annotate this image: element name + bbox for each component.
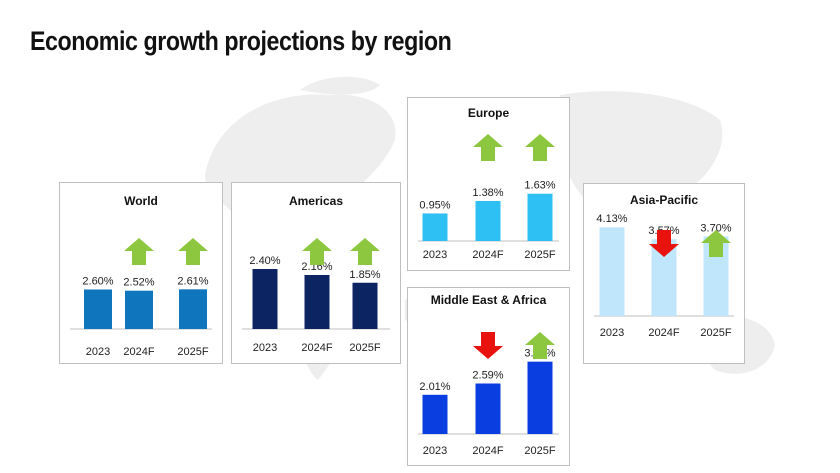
chart-europe: Europe 0.95% 2023 1.38% 2024F 1.63% 2025F: [418, 106, 559, 261]
bar-2024F: [304, 275, 330, 329]
tick-label-2025F: 2025F: [524, 249, 555, 261]
data-label-2023: 0.95%: [419, 199, 450, 211]
tick-label-2024F: 2024F: [648, 327, 679, 339]
tick-label-2025F: 2025F: [700, 327, 731, 339]
panel-asia-pacific: Asia-Pacific4.13%20233.57%2024F3.70%2025…: [583, 183, 745, 364]
down-arrow-icon: [649, 230, 679, 257]
up-arrow-icon: [525, 332, 555, 359]
chart-title: Asia-Pacific: [630, 193, 698, 207]
tick-label-2023: 2023: [600, 327, 624, 339]
data-label-2024F: 2.52%: [123, 277, 154, 289]
data-label-2023: 2.60%: [82, 275, 113, 287]
chart-middle-east-africa: Middle East & Africa2.01%20232.59%2024F3…: [418, 293, 559, 457]
tick-label-2024F: 2024F: [123, 346, 154, 358]
bar-2023: [252, 269, 278, 329]
data-label-2025F: 3.70%: [700, 222, 731, 234]
chart-title: Europe: [468, 106, 510, 120]
data-label-2024F: 1.38%: [472, 187, 503, 199]
tick-label-2024F: 2024F: [472, 249, 503, 261]
bar-2023: [599, 227, 625, 316]
data-label-2023: 4.13%: [596, 213, 627, 225]
bar-2023: [422, 394, 448, 434]
up-arrow-icon: [124, 238, 154, 265]
chart-americas: Americas 2.40% 2023 2.16% 2024F 1.85% 2025F: [242, 194, 390, 354]
panel-world: World 2.60% 2023 2.52% 2024F 2.61% 2025F: [59, 182, 223, 364]
bar-2025F: [527, 193, 553, 241]
data-label-2025F: 1.85%: [349, 269, 380, 281]
chart-title: World: [124, 194, 158, 208]
bar-2023: [422, 213, 448, 241]
chart-title: Americas: [289, 194, 343, 208]
tick-label-2025F: 2025F: [349, 342, 380, 354]
data-label-2025F: 1.63%: [524, 180, 555, 192]
data-label-2024F: 2.16%: [301, 261, 332, 273]
tick-label-2023: 2023: [423, 445, 447, 457]
tick-label-2023: 2023: [86, 346, 110, 358]
tick-label-2024F: 2024F: [301, 342, 332, 354]
bar-2023: [84, 289, 112, 329]
data-label-2024F: 2.59%: [472, 369, 503, 381]
tick-label-2025F: 2025F: [524, 445, 555, 457]
tick-label-2024F: 2024F: [472, 445, 503, 457]
tick-label-2023: 2023: [253, 342, 277, 354]
chart-world: World 2.60% 2023 2.52% 2024F 2.61% 2025F: [70, 194, 212, 358]
data-label-2023: 2.40%: [249, 255, 280, 267]
bar-2025F: [179, 289, 207, 329]
up-arrow-icon: [178, 238, 208, 265]
down-arrow-icon: [473, 332, 503, 359]
bar-2024F: [475, 383, 501, 434]
up-arrow-icon: [473, 134, 503, 161]
panel-middle-east-africa: Middle East & Africa2.01%20232.59%2024F3…: [407, 287, 570, 466]
tick-label-2025F: 2025F: [177, 346, 208, 358]
chart-title: Middle East & Africa: [431, 293, 547, 307]
page-title: Economic growth projections by region: [30, 26, 452, 56]
bar-2024F: [125, 290, 153, 329]
data-label-2025F: 2.61%: [177, 275, 208, 287]
up-arrow-icon: [302, 238, 332, 265]
bar-2024F: [475, 200, 501, 241]
up-arrow-icon: [701, 230, 731, 257]
data-label-2023: 2.01%: [419, 381, 450, 393]
up-arrow-icon: [350, 238, 380, 265]
bar-2025F: [527, 361, 553, 434]
panel-europe: Europe 0.95% 2023 1.38% 2024F 1.63% 2025F: [407, 97, 570, 271]
tick-label-2023: 2023: [423, 249, 447, 261]
panel-americas: Americas 2.40% 2023 2.16% 2024F 1.85% 2025F: [231, 182, 401, 364]
chart-asia-pacific: Asia-Pacific4.13%20233.57%2024F3.70%2025…: [594, 193, 734, 339]
up-arrow-icon: [525, 134, 555, 161]
bar-2025F: [352, 282, 378, 329]
